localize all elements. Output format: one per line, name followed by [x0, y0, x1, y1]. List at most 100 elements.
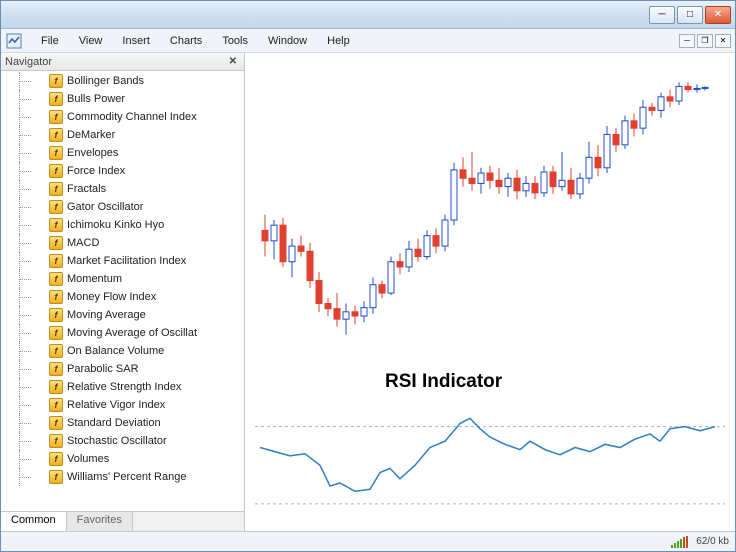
- connection-bars-icon: [671, 536, 688, 548]
- indicator-label: On Balance Volume: [67, 345, 164, 357]
- titlebar: ─ □ ✕: [1, 1, 735, 29]
- navigator-header: Navigator ✕: [1, 53, 244, 71]
- indicator-item[interactable]: f Bollinger Bands: [1, 72, 244, 90]
- indicator-item[interactable]: f Gator Oscillator: [1, 198, 244, 216]
- indicator-item[interactable]: f Moving Average of Oscillat: [1, 324, 244, 342]
- indicator-item[interactable]: f Envelopes: [1, 144, 244, 162]
- indicator-icon: f: [49, 254, 63, 268]
- indicator-label: Moving Average: [67, 309, 146, 321]
- maximize-button[interactable]: □: [677, 6, 703, 24]
- indicator-label: Relative Vigor Index: [67, 399, 165, 411]
- status-kb: 62/0 kb: [696, 536, 729, 547]
- indicator-label: Williams' Percent Range: [67, 471, 186, 483]
- chart-area: RSI Indicator: [245, 53, 735, 531]
- indicator-label: Relative Strength Index: [67, 381, 181, 393]
- indicator-label: Stochastic Oscillator: [67, 435, 167, 447]
- indicator-item[interactable]: f Moving Average: [1, 306, 244, 324]
- mdi-minimize-button[interactable]: ─: [679, 34, 695, 48]
- tab-common[interactable]: Common: [1, 512, 67, 531]
- menu-insert[interactable]: Insert: [112, 33, 160, 49]
- navigator-tabs: Common Favorites: [1, 511, 244, 531]
- indicator-item[interactable]: f Williams' Percent Range: [1, 468, 244, 486]
- navigator-title: Navigator: [5, 56, 52, 68]
- indicator-item[interactable]: f Commodity Channel Index: [1, 108, 244, 126]
- menu-window[interactable]: Window: [258, 33, 317, 49]
- navigator-tree[interactable]: f Bollinger Bands f Bulls Power f Commodity C…: [1, 71, 244, 511]
- indicator-item[interactable]: f Money Flow Index: [1, 288, 244, 306]
- app-icon: [5, 32, 23, 50]
- indicator-icon: f: [49, 218, 63, 232]
- navigator-panel: Navigator ✕ f Bollinger Bands f Bulls Power…: [1, 53, 245, 531]
- indicator-item[interactable]: f Relative Vigor Index: [1, 396, 244, 414]
- statusbar: 62/0 kb: [1, 531, 735, 551]
- indicator-icon: f: [49, 470, 63, 484]
- indicator-item[interactable]: f Parabolic SAR: [1, 360, 244, 378]
- indicator-icon: f: [49, 308, 63, 322]
- indicator-icon: f: [49, 236, 63, 250]
- indicator-item[interactable]: f DeMarker: [1, 126, 244, 144]
- indicator-icon: f: [49, 182, 63, 196]
- menu-view[interactable]: View: [69, 33, 113, 49]
- indicator-icon: f: [49, 92, 63, 106]
- indicator-item[interactable]: f Volumes: [1, 450, 244, 468]
- indicator-icon: f: [49, 272, 63, 286]
- indicator-label: Parabolic SAR: [67, 363, 139, 375]
- menu-help[interactable]: Help: [317, 33, 360, 49]
- indicator-icon: f: [49, 164, 63, 178]
- rsi-label: RSI Indicator: [385, 371, 502, 393]
- menubar: FileViewInsertChartsToolsWindowHelp ─ ❐ …: [1, 29, 735, 53]
- indicator-item[interactable]: f Force Index: [1, 162, 244, 180]
- indicator-icon: f: [49, 146, 63, 160]
- indicator-label: Money Flow Index: [67, 291, 156, 303]
- indicator-label: MACD: [67, 237, 99, 249]
- indicator-icon: f: [49, 398, 63, 412]
- indicator-icon: f: [49, 362, 63, 376]
- indicator-label: Momentum: [67, 273, 122, 285]
- app-window: ─ □ ✕ FileViewInsertChartsToolsWindowHel…: [0, 0, 736, 552]
- indicator-icon: f: [49, 110, 63, 124]
- indicator-item[interactable]: f Relative Strength Index: [1, 378, 244, 396]
- menu-tools[interactable]: Tools: [212, 33, 258, 49]
- indicator-label: Bollinger Bands: [67, 75, 144, 87]
- indicator-label: Gator Oscillator: [67, 201, 143, 213]
- indicator-icon: f: [49, 380, 63, 394]
- navigator-close-icon[interactable]: ✕: [226, 56, 240, 67]
- indicator-label: Commodity Channel Index: [67, 111, 197, 123]
- indicator-item[interactable]: f Market Facilitation Index: [1, 252, 244, 270]
- indicator-icon: f: [49, 128, 63, 142]
- chart-canvas[interactable]: RSI Indicator: [245, 53, 735, 531]
- menu-file[interactable]: File: [31, 33, 69, 49]
- indicator-label: Moving Average of Oscillat: [67, 327, 197, 339]
- indicator-item[interactable]: f On Balance Volume: [1, 342, 244, 360]
- indicator-label: Standard Deviation: [67, 417, 161, 429]
- indicator-item[interactable]: f Stochastic Oscillator: [1, 432, 244, 450]
- close-button[interactable]: ✕: [705, 6, 731, 24]
- indicator-item[interactable]: f MACD: [1, 234, 244, 252]
- indicator-icon: f: [49, 344, 63, 358]
- indicator-label: Ichimoku Kinko Hyo: [67, 219, 164, 231]
- indicator-icon: f: [49, 452, 63, 466]
- indicator-label: DeMarker: [67, 129, 115, 141]
- indicator-label: Envelopes: [67, 147, 118, 159]
- indicator-item[interactable]: f Bulls Power: [1, 90, 244, 108]
- indicator-label: Fractals: [67, 183, 106, 195]
- indicator-item[interactable]: f Fractals: [1, 180, 244, 198]
- indicator-icon: f: [49, 434, 63, 448]
- indicator-icon: f: [49, 200, 63, 214]
- indicator-item[interactable]: f Momentum: [1, 270, 244, 288]
- indicator-icon: f: [49, 326, 63, 340]
- indicator-icon: f: [49, 416, 63, 430]
- indicator-label: Force Index: [67, 165, 125, 177]
- mdi-close-button[interactable]: ✕: [715, 34, 731, 48]
- indicator-icon: f: [49, 290, 63, 304]
- tab-favorites[interactable]: Favorites: [67, 512, 133, 531]
- indicator-label: Market Facilitation Index: [67, 255, 186, 267]
- indicator-label: Volumes: [67, 453, 109, 465]
- indicator-icon: f: [49, 74, 63, 88]
- indicator-label: Bulls Power: [67, 93, 125, 105]
- minimize-button[interactable]: ─: [649, 6, 675, 24]
- indicator-item[interactable]: f Standard Deviation: [1, 414, 244, 432]
- indicator-item[interactable]: f Ichimoku Kinko Hyo: [1, 216, 244, 234]
- mdi-restore-button[interactable]: ❐: [697, 34, 713, 48]
- menu-charts[interactable]: Charts: [160, 33, 212, 49]
